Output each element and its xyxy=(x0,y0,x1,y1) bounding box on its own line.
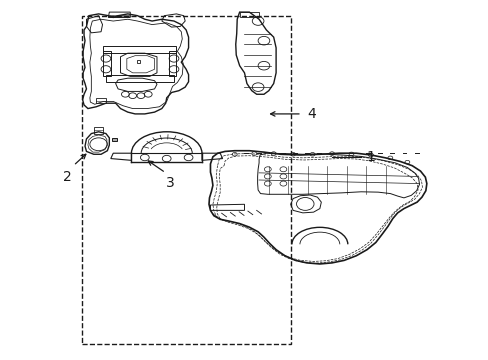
Text: 2: 2 xyxy=(62,170,71,184)
Text: 1: 1 xyxy=(366,150,374,164)
Text: 3: 3 xyxy=(166,176,175,190)
Bar xyxy=(81,16,290,344)
Text: 4: 4 xyxy=(307,107,316,121)
Polygon shape xyxy=(112,138,117,141)
